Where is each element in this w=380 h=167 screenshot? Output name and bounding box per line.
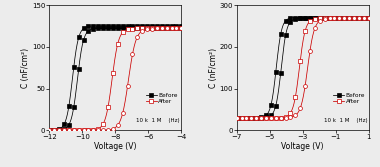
X-axis label: Voltage (V): Voltage (V) — [282, 142, 324, 151]
Y-axis label: C (nF/cm²): C (nF/cm²) — [21, 48, 30, 88]
X-axis label: Voltage (V): Voltage (V) — [94, 142, 136, 151]
Legend: Before, After: Before, After — [146, 93, 178, 105]
Y-axis label: C (nF/cm²): C (nF/cm²) — [209, 48, 218, 88]
Text: 10 k  1 M    (Hz): 10 k 1 M (Hz) — [136, 118, 180, 123]
Legend: Before, After: Before, After — [333, 93, 366, 105]
Text: 10 k  1 M    (Hz): 10 k 1 M (Hz) — [324, 118, 367, 123]
